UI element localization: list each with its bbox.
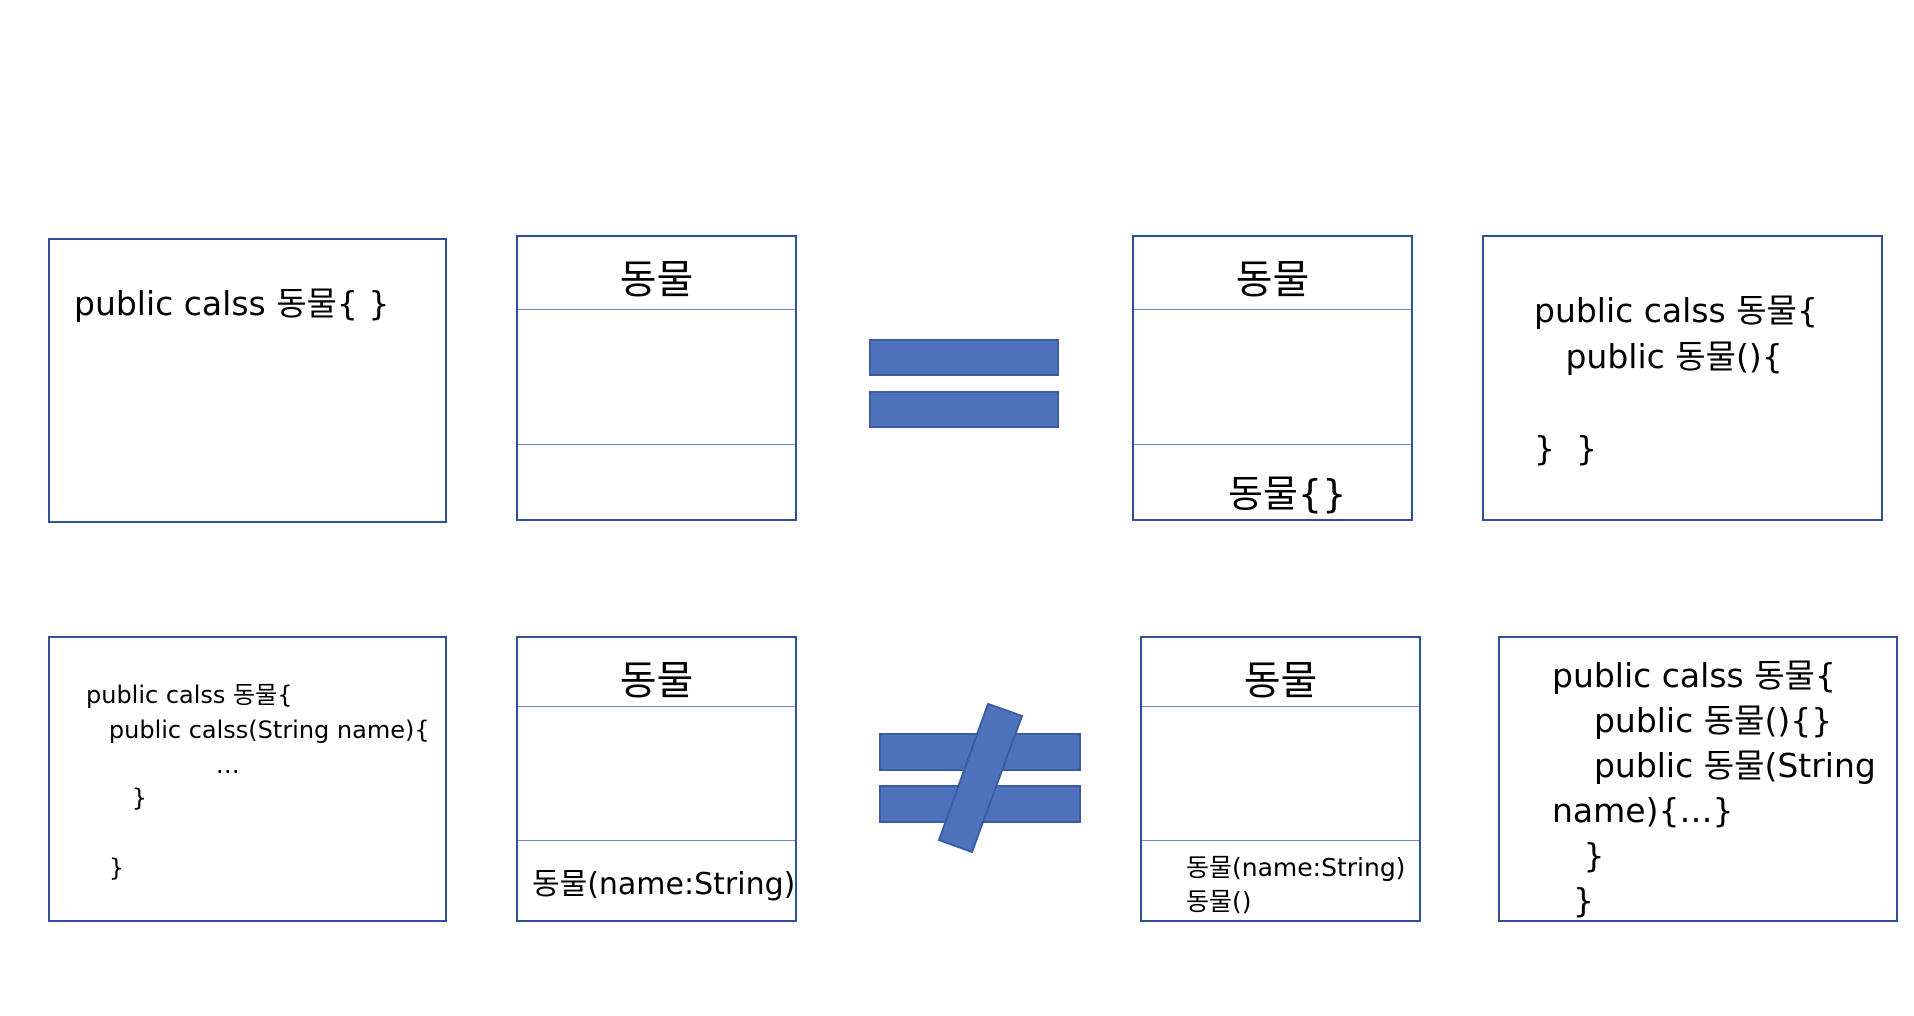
uml-operations-section bbox=[518, 840, 795, 841]
code-line: public calss 동물{ bbox=[86, 681, 293, 709]
uml-class-name: 동물 bbox=[619, 257, 694, 303]
code-line: } bbox=[86, 784, 148, 812]
code-line: public calss 동물{ } bbox=[74, 284, 390, 323]
uml-operations-section bbox=[518, 444, 795, 445]
uml-operation: 동물(name:String) bbox=[1186, 853, 1406, 882]
uml-class-row1-right: 동물 동물{} bbox=[1132, 235, 1413, 521]
uml-attributes-section bbox=[1142, 706, 1419, 707]
code-line: } bbox=[86, 854, 125, 882]
uml-class-row2-right: 동물 동물(name:String) 동물() bbox=[1140, 636, 1421, 922]
uml-class-name: 동물 bbox=[1235, 257, 1310, 303]
code-line: public calss(String name){ bbox=[86, 716, 430, 744]
code-line: } } bbox=[1534, 429, 1597, 468]
uml-operations-section bbox=[1142, 840, 1419, 841]
code-line: } bbox=[1552, 836, 1605, 875]
code-box-row1-left: public calss 동물{ } bbox=[48, 238, 447, 523]
uml-operation: 동물() bbox=[1186, 887, 1252, 916]
uml-operation: 동물(name:String) bbox=[532, 867, 796, 902]
code-box-row2-left: public calss 동물{ public calss(String nam… bbox=[48, 636, 447, 922]
code-line: } bbox=[1552, 881, 1594, 920]
code-line: … bbox=[86, 751, 240, 779]
uml-attributes-section bbox=[518, 706, 795, 707]
uml-class-row2-left: 동물 동물(name:String) bbox=[516, 636, 797, 922]
uml-operation: 동물{} bbox=[1228, 472, 1347, 516]
code-line: public 동물(String bbox=[1552, 746, 1876, 785]
uml-class-name: 동물 bbox=[619, 658, 694, 704]
code-line: public calss 동물{ bbox=[1552, 656, 1836, 695]
uml-attributes-section bbox=[1134, 309, 1411, 310]
code-line: public calss 동물{ bbox=[1534, 291, 1818, 330]
not-equals-icon bbox=[879, 702, 1081, 854]
uml-class-name: 동물 bbox=[1243, 658, 1318, 704]
equals-icon bbox=[869, 339, 1059, 428]
uml-class-row1-left: 동물 bbox=[516, 235, 797, 521]
code-line: name){…} bbox=[1552, 791, 1734, 830]
uml-operations-section bbox=[1134, 444, 1411, 445]
code-line: public 동물(){} bbox=[1552, 701, 1833, 740]
uml-attributes-section bbox=[518, 309, 795, 310]
code-line: public 동물(){ bbox=[1534, 337, 1783, 376]
code-box-row1-right: public calss 동물{ public 동물(){ } } bbox=[1482, 235, 1883, 521]
code-box-row2-right: public calss 동물{ public 동물(){} public 동물… bbox=[1498, 636, 1898, 922]
